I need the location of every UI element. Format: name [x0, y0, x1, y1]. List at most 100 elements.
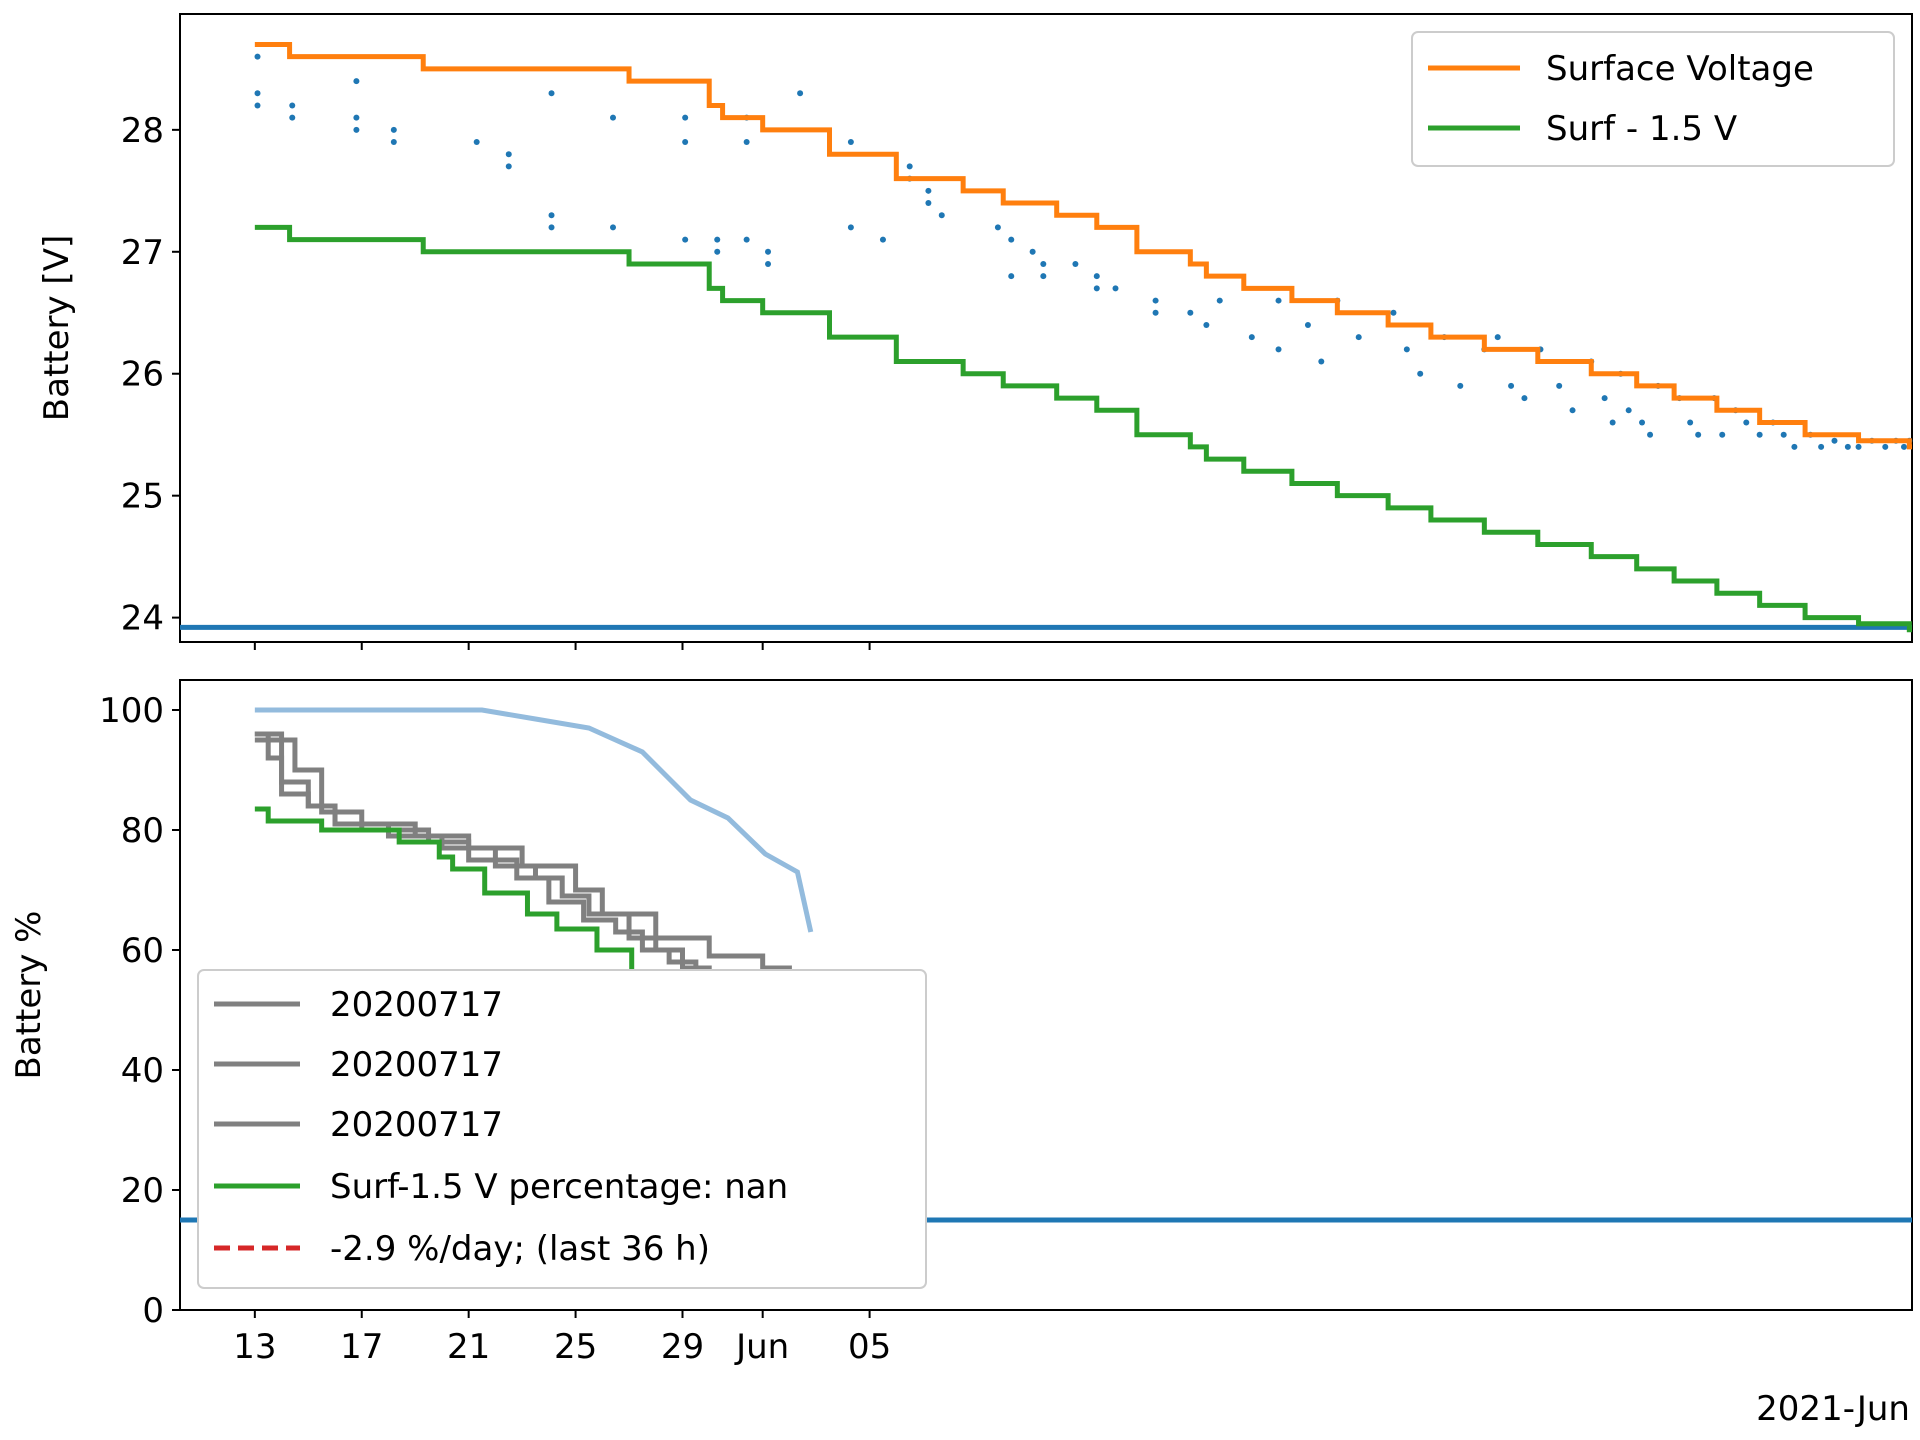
- top-scatter-point: [1855, 443, 1862, 450]
- bottom-panel: 0 20 40 60 80 100 13 17 21 25 29 Jun 05 Battery % 20…: [9, 679, 1913, 1429]
- top-plot-area: [179, 13, 1913, 643]
- top-scatter-point: [925, 200, 932, 207]
- top-scatter-point: [743, 139, 750, 146]
- top-scatter-point: [1647, 431, 1654, 438]
- top-scatter-point: [1355, 334, 1362, 341]
- top-scatter-point: [1882, 443, 1889, 450]
- top-ytick-label: 28: [121, 111, 164, 151]
- date-suffix-label: 2021-Jun: [1756, 1389, 1910, 1429]
- bottom-ytick-label: 80: [121, 811, 164, 851]
- top-scatter-point: [505, 163, 512, 170]
- top-scatter-point: [1417, 370, 1424, 377]
- top-scatter-point: [1494, 334, 1501, 341]
- top-scatter-point: [847, 139, 854, 146]
- bottom-ytick-label: 20: [121, 1171, 164, 1211]
- legend-ref-2-label: 20200717: [330, 1045, 503, 1085]
- top-scatter-point: [505, 151, 512, 158]
- top-scatter-point: [1152, 309, 1159, 316]
- top-scatter-point: [1093, 273, 1100, 280]
- top-series-layer: [180, 41, 1913, 633]
- top-ytick-label: 26: [121, 355, 164, 395]
- top-scatter-point: [1695, 431, 1702, 438]
- top-scatter-point: [353, 114, 360, 121]
- top-scatter-point: [1831, 437, 1838, 444]
- top-scatter-point: [390, 139, 397, 146]
- legend-trend-label: -2.9 %/day; (last 36 h): [330, 1229, 710, 1269]
- top-scatter-point: [682, 236, 689, 243]
- bottom-xtick-label: 21: [447, 1327, 490, 1367]
- top-scatter-point: [1029, 248, 1036, 255]
- top-scatter-point: [1569, 407, 1576, 414]
- bottom-xtick-label: 29: [661, 1327, 704, 1367]
- top-scatter-point: [938, 212, 945, 219]
- top-scatter-point: [1390, 309, 1397, 316]
- top-scatter-point: [714, 236, 721, 243]
- top-scatter-point: [765, 260, 772, 267]
- top-scatter-point: [1304, 321, 1311, 328]
- top-panel: 24 25 26 27 28 Battery [V] Surface Voltage S…: [37, 13, 1913, 650]
- top-scatter-point: [765, 248, 772, 255]
- top-scatter-point: [906, 163, 913, 170]
- top-scatter-point: [1556, 382, 1563, 389]
- top-scatter-point: [1687, 419, 1694, 426]
- top-scatter-point: [254, 102, 261, 109]
- bottom-xtick-label: Jun: [734, 1327, 789, 1367]
- bottom-ytick-label: 0: [142, 1291, 164, 1331]
- top-scatter-point: [1791, 443, 1798, 450]
- bottom-ytick-label: 60: [121, 931, 164, 971]
- top-scatter-point: [847, 224, 854, 231]
- bottom-xtick-label: 17: [340, 1327, 383, 1367]
- bottom-unlabeled-line: [254, 707, 814, 933]
- top-scatter-point: [1403, 346, 1410, 353]
- bottom-xtick-label: 25: [554, 1327, 597, 1367]
- top-scatter-point: [548, 224, 555, 231]
- top-scatter-point: [390, 126, 397, 133]
- bottom-plot-area: [179, 679, 1913, 1311]
- top-scatter-point: [254, 53, 261, 60]
- top-scatter-point: [353, 126, 360, 133]
- top-scatter-point: [682, 114, 689, 121]
- top-scatter-point: [1625, 407, 1632, 414]
- top-legend-box: [1411, 31, 1895, 167]
- bottom-ylabel: Battery %: [9, 911, 49, 1080]
- top-scatter-point: [1275, 297, 1282, 304]
- top-ylabel: Battery [V]: [37, 235, 77, 421]
- top-ytick-label: 27: [121, 233, 164, 273]
- top-scatter-point: [1601, 395, 1608, 402]
- top-scatter-point: [1844, 443, 1851, 450]
- top-scatter-point: [473, 139, 480, 146]
- top-scatter-point: [1521, 395, 1528, 402]
- bottom-ytick-label: 100: [99, 691, 164, 731]
- top-scatter-point: [610, 114, 616, 121]
- top-scatter-point: [1040, 260, 1047, 267]
- top-scatter-point: [1639, 419, 1646, 426]
- top-scatter-point: [1780, 431, 1787, 438]
- top-series-line-0: [254, 41, 1912, 450]
- top-scatter-point: [1187, 309, 1194, 316]
- top-scatter-point: [1040, 273, 1047, 280]
- top-scatter-point: [1719, 431, 1726, 438]
- top-scatter-point: [548, 212, 555, 219]
- top-scatter-point: [289, 102, 296, 109]
- top-scatter-point: [548, 90, 555, 97]
- top-scatter-point: [1275, 346, 1282, 353]
- bottom-xtick-label: 05: [848, 1327, 891, 1367]
- top-scatter-point: [714, 248, 721, 255]
- top-scatter-point: [254, 90, 261, 97]
- top-scatter-point: [1818, 443, 1825, 450]
- top-scatter-point: [1072, 260, 1079, 267]
- top-scatter-point: [1508, 382, 1515, 389]
- top-scatter-point: [1457, 382, 1464, 389]
- top-scatter-point: [1248, 334, 1255, 341]
- top-scatter-point: [1008, 236, 1015, 243]
- top-scatter-point: [743, 236, 750, 243]
- top-scatter-point: [1203, 321, 1210, 328]
- top-scatter-point: [1756, 431, 1763, 438]
- bottom-legend: 20200717 20200717 20200717 Surf-1.5 V pe…: [197, 969, 927, 1289]
- top-scatter-point: [994, 224, 1001, 231]
- legend-percentage-label: Surf-1.5 V percentage: nan: [330, 1167, 788, 1207]
- top-scatter-point: [1216, 297, 1223, 304]
- top-legend: Surface Voltage Surf - 1.5 V: [1411, 31, 1895, 167]
- top-ytick-label: 25: [121, 477, 164, 517]
- top-scatter-point: [610, 224, 616, 231]
